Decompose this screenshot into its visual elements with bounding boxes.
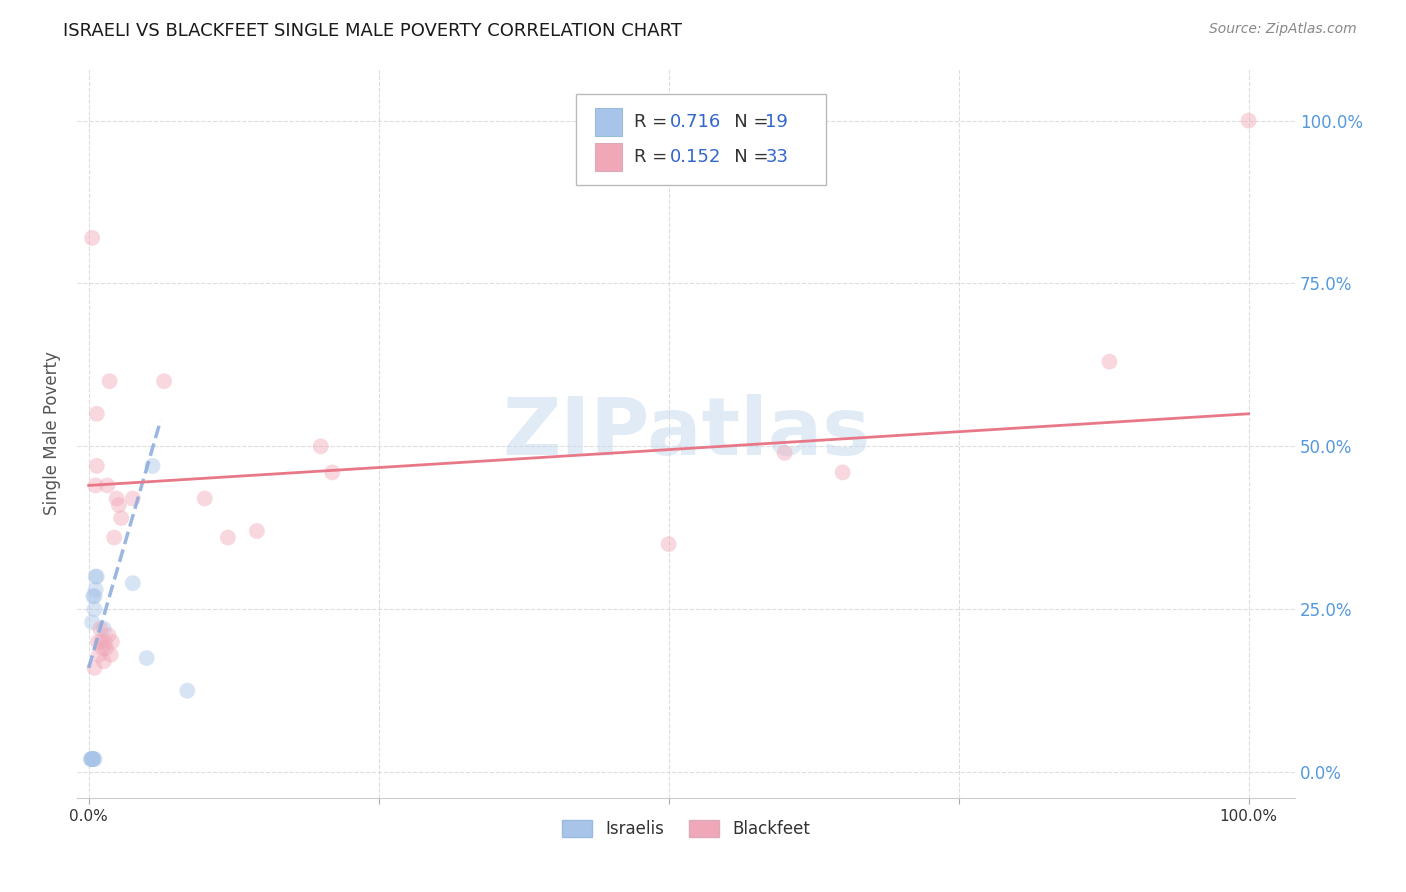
Point: [80, 752, 103, 766]
Point: [82, 231, 104, 245]
Point: [110, 511, 132, 525]
Point: [80, 752, 103, 766]
Point: [82, 752, 104, 766]
Point: [105, 491, 128, 506]
Point: [97, 628, 120, 642]
Point: [86, 569, 108, 583]
Text: Source: ZipAtlas.com: Source: ZipAtlas.com: [1209, 22, 1357, 37]
Text: R =: R =: [634, 148, 672, 166]
Point: [96, 478, 118, 492]
Text: N =: N =: [717, 112, 773, 131]
Point: [87, 634, 110, 648]
Point: [121, 576, 143, 591]
Point: [82, 589, 104, 603]
Point: [84, 569, 107, 583]
Point: [90, 634, 112, 648]
Point: [217, 531, 239, 545]
Text: 0.152: 0.152: [671, 148, 721, 166]
Point: [84, 582, 107, 597]
Point: [153, 374, 176, 388]
Point: [89, 622, 111, 636]
FancyBboxPatch shape: [595, 143, 621, 170]
Point: [93, 622, 115, 636]
Text: ZIPatlas: ZIPatlas: [502, 394, 870, 473]
Point: [321, 466, 343, 480]
Point: [773, 446, 796, 460]
Point: [194, 491, 217, 506]
Point: [94, 634, 117, 648]
Point: [83, 589, 105, 603]
Point: [121, 491, 143, 506]
Point: [94, 641, 117, 656]
Point: [86, 458, 108, 473]
Text: 19: 19: [765, 112, 789, 131]
Point: [108, 498, 131, 512]
Point: [93, 654, 115, 668]
Point: [83, 752, 105, 766]
Point: [89, 648, 111, 662]
Point: [82, 752, 104, 766]
Text: ISRAELI VS BLACKFEET SINGLE MALE POVERTY CORRELATION CHART: ISRAELI VS BLACKFEET SINGLE MALE POVERTY…: [63, 22, 682, 40]
Point: [831, 466, 853, 480]
Legend: Israelis, Blackfeet: Israelis, Blackfeet: [555, 813, 817, 845]
Point: [309, 439, 332, 453]
Point: [1098, 354, 1121, 368]
Point: [100, 648, 122, 662]
Point: [84, 478, 107, 492]
Point: [101, 634, 124, 648]
Point: [246, 524, 269, 538]
Point: [658, 537, 681, 551]
FancyBboxPatch shape: [576, 94, 827, 186]
Point: [83, 602, 105, 616]
Point: [82, 752, 104, 766]
Point: [83, 661, 105, 675]
Text: N =: N =: [717, 148, 773, 166]
Point: [176, 683, 198, 698]
Text: 33: 33: [765, 148, 789, 166]
Point: [1237, 113, 1260, 128]
Point: [91, 641, 114, 656]
Point: [141, 458, 163, 473]
Point: [103, 531, 125, 545]
Point: [82, 752, 104, 766]
Text: 0.716: 0.716: [671, 112, 721, 131]
Text: R =: R =: [634, 112, 672, 131]
Point: [135, 651, 157, 665]
Point: [98, 374, 121, 388]
Point: [86, 407, 108, 421]
Point: [82, 615, 104, 630]
FancyBboxPatch shape: [595, 108, 621, 136]
Y-axis label: Single Male Poverty: Single Male Poverty: [44, 351, 60, 516]
